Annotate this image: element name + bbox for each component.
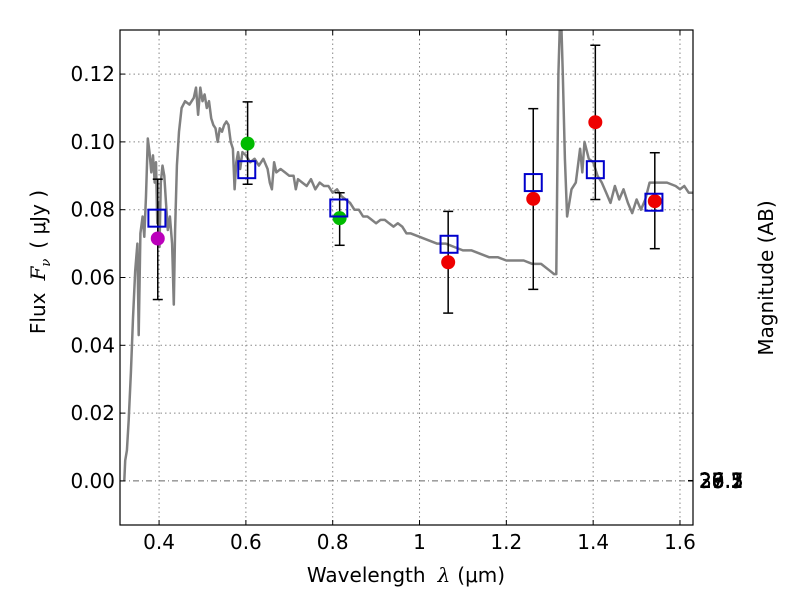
y-axis-label-left: Flux Fν ( μJy ) — [26, 190, 54, 334]
mag-tick-label: 30 — [699, 469, 724, 493]
grid — [120, 30, 693, 525]
model-photometry-box — [237, 160, 257, 180]
y-tick-label: 0.02 — [70, 401, 115, 425]
model-photometry-box — [439, 234, 459, 254]
x-tick-label: 0.6 — [230, 530, 262, 554]
x-tick-label: 1.4 — [577, 530, 609, 554]
mag-tick-label: 27.5 — [699, 469, 744, 493]
y-tick-label: 0.06 — [70, 266, 115, 290]
observed-point — [150, 231, 165, 246]
y-axis-symbol: F — [26, 266, 50, 282]
ticks: 0.4 0.6 0.8 1 1.2 1.4 1.6 0.00 0.02 0.04 0.06 0.08 0… — [70, 30, 744, 554]
y-tick-label: 0.00 — [70, 469, 115, 493]
mag-tick-label: 29 — [699, 469, 724, 493]
model-photometry-box — [585, 160, 605, 180]
x-axis-label: Wavelength λ (μm) — [307, 563, 505, 587]
mag-tick-label: 26.3 — [699, 469, 744, 493]
mag-tick-label: 27.2 — [699, 469, 744, 493]
mag-tick-label: 26.5 — [699, 469, 744, 493]
y-tick-label: 0.04 — [70, 333, 115, 357]
mag-tick-label: 28.5 — [699, 469, 744, 493]
model-photometry-box — [147, 208, 167, 228]
y-axis-label-right: Magnitude (AB) — [754, 200, 778, 355]
x-axis-symbol: λ — [437, 563, 451, 587]
y-axis-label-text: Flux — [26, 292, 50, 334]
x-tick-label: 1 — [413, 530, 426, 554]
observed-point — [588, 115, 603, 130]
x-tick-label: 1.6 — [664, 530, 696, 554]
y-axis-unit: ( μJy ) — [26, 190, 50, 249]
plot-area — [123, 30, 693, 481]
model-photometry-box — [523, 173, 543, 193]
sed-model-curve — [123, 30, 693, 481]
y-tick-label: 0.08 — [70, 198, 115, 222]
x-axis-unit: (μm) — [457, 563, 505, 587]
y-axis-subscript: ν — [39, 259, 54, 267]
observed-point — [332, 211, 347, 226]
y-tick-label: 0.12 — [70, 62, 115, 86]
observed-point — [526, 191, 541, 206]
mag-tick-label: 28 — [699, 469, 724, 493]
observed-point — [647, 194, 662, 209]
y-tick-label: 0.10 — [70, 130, 115, 154]
x-tick-label: 0.8 — [317, 530, 349, 554]
observed-point — [240, 136, 255, 151]
mag-tick-label: 26.7 — [699, 469, 744, 493]
x-tick-label: 1.2 — [490, 530, 522, 554]
model-photometry-box — [329, 198, 349, 218]
model-photometry-box — [644, 192, 664, 212]
x-axis-label-text: Wavelength — [307, 563, 426, 587]
mag-tick-label: 26.1 — [699, 468, 744, 492]
observed-point — [441, 255, 456, 270]
x-tick-label: 0.4 — [143, 530, 175, 554]
mag-tick-label: 27 — [699, 469, 724, 493]
